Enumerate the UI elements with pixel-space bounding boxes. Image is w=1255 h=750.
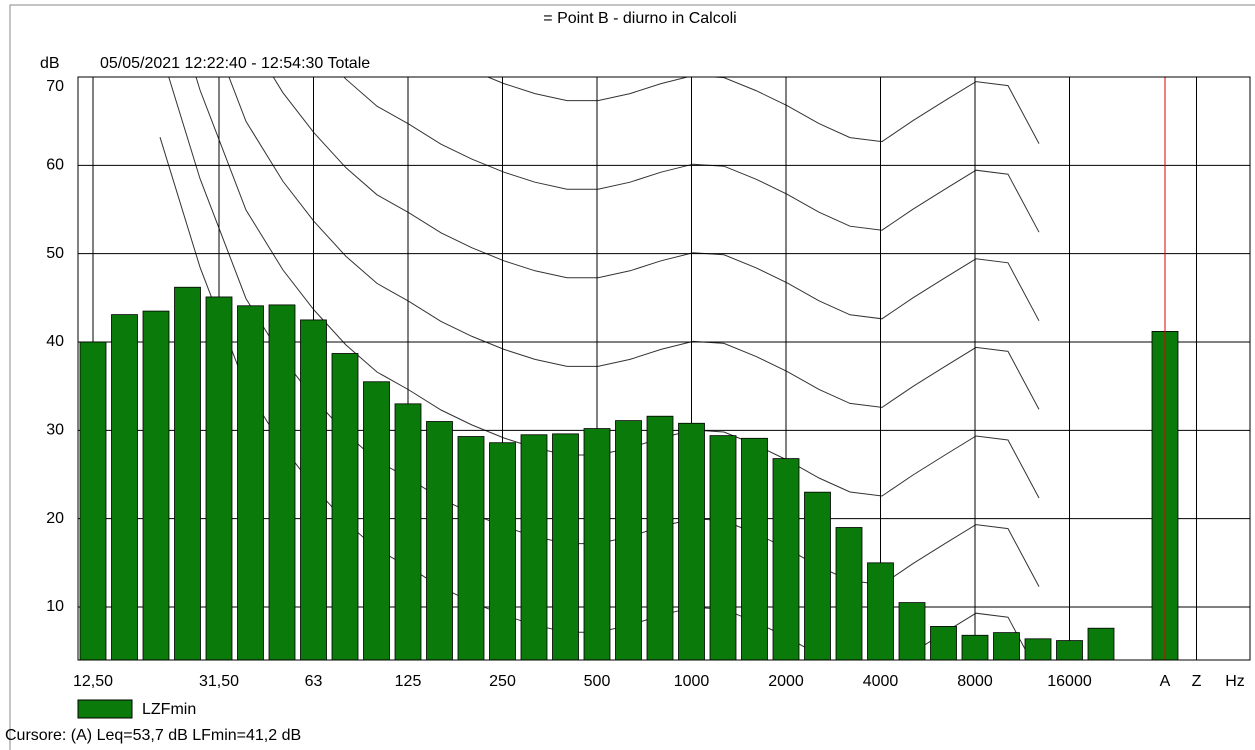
chart-subtitle: 05/05/2021 12:22:40 - 12:54:30 Totale [100, 55, 370, 72]
x-tick-label: 4000 [863, 673, 899, 690]
bar [268, 304, 296, 661]
bar [772, 458, 800, 661]
x-tick-label: 8000 [957, 673, 993, 690]
x-axis-label: Hz [1225, 673, 1245, 690]
curve [159, 77, 1040, 233]
bar [394, 403, 422, 661]
bar [489, 442, 516, 661]
bar [898, 602, 926, 661]
bar [646, 415, 674, 661]
y-tick-label: 10 [46, 598, 64, 615]
y-tick-label: 30 [46, 422, 64, 439]
bar [457, 436, 485, 661]
bar [142, 310, 170, 661]
y-tick-label: 40 [46, 333, 64, 350]
x-tick-label: 2000 [768, 673, 804, 690]
bar [709, 435, 737, 661]
bar [930, 626, 957, 661]
bar [867, 562, 894, 661]
footer: Cursore: (A) Leq=53,7 dB LFmin=41,2 dB [5, 727, 301, 744]
curve [195, 77, 1040, 499]
legend-swatch [77, 699, 133, 719]
bar [804, 491, 831, 661]
bar [741, 437, 768, 661]
y-tick-label: 50 [46, 245, 64, 262]
y-tick-label: 20 [46, 510, 64, 527]
bar [993, 632, 1020, 661]
x-tick-label: 16000 [1047, 673, 1092, 690]
bar [1024, 638, 1052, 661]
x-tick-label: 63 [305, 673, 323, 690]
bar [300, 319, 327, 661]
x-tick-label: 500 [584, 673, 611, 690]
y-tick-label: 70 [46, 78, 64, 95]
x-tick-label: 250 [489, 673, 516, 690]
bar [237, 305, 264, 661]
frame [9, 4, 1255, 750]
y-tick-label: 60 [46, 157, 64, 174]
x-tick-label: 12,50 [73, 673, 113, 690]
x-tick-label: A [1160, 673, 1171, 690]
bar [552, 433, 579, 661]
bar [79, 341, 107, 661]
bar [111, 314, 138, 661]
bar [1087, 627, 1115, 661]
reference-curves [159, 77, 1040, 660]
x-tick-label: 1000 [674, 673, 710, 690]
curve [159, 77, 1040, 322]
x-tick-label: 31,50 [199, 673, 239, 690]
bar [426, 421, 453, 661]
x-tick-label: Z [1192, 673, 1202, 690]
y-axis-label: dB [40, 55, 60, 72]
chart-title: = Point B - diurno in Calcoli [543, 10, 736, 27]
bar [615, 420, 642, 661]
bar [205, 296, 233, 661]
plot-border [77, 76, 1251, 661]
legend-label: LZFmin [142, 701, 196, 718]
bar [174, 286, 201, 661]
bar [1056, 640, 1083, 661]
bar [961, 634, 989, 661]
bar [678, 422, 705, 661]
bar [363, 381, 390, 661]
bar [835, 527, 863, 661]
x-tick-label: 125 [395, 673, 422, 690]
bar [520, 434, 548, 661]
bar [331, 353, 359, 661]
bar [583, 428, 611, 661]
